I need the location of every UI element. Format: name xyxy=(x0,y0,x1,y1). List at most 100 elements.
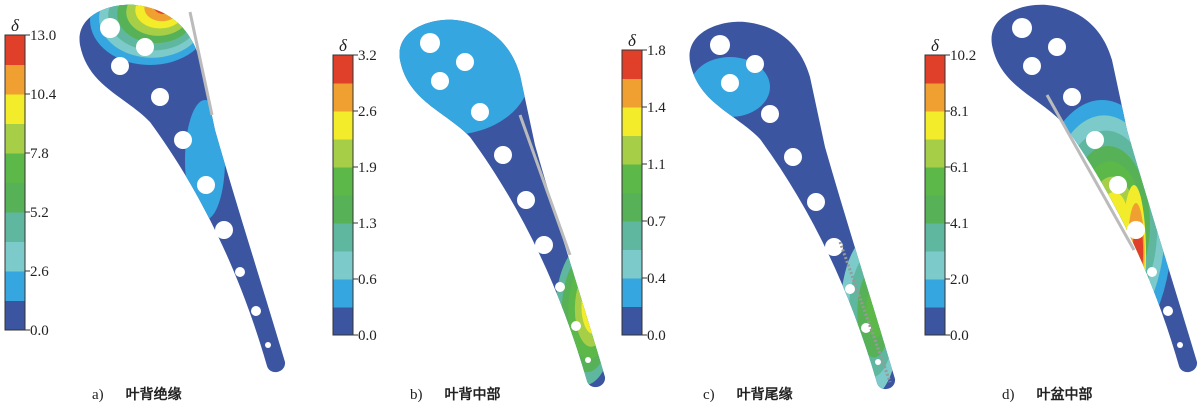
cooling-hole xyxy=(746,55,764,73)
colorbar-band xyxy=(622,107,642,136)
colorbar-tick-label: 10.4 xyxy=(30,87,57,103)
colorbar-tick-label: 0.4 xyxy=(647,271,666,287)
colorbar-band xyxy=(925,307,945,336)
cooling-hole xyxy=(1086,131,1104,149)
colorbar-band xyxy=(622,249,642,279)
colorbar-tick-label: 1.3 xyxy=(358,216,377,232)
colorbar-tick-label: 0.0 xyxy=(950,328,969,344)
colorbar-band xyxy=(622,306,642,336)
cooling-hole xyxy=(861,323,871,333)
colorbar-band xyxy=(333,279,353,308)
colorbar-symbol: δ xyxy=(628,31,637,50)
colorbar-band xyxy=(622,221,642,250)
cooling-hole xyxy=(265,342,271,348)
colorbar-band xyxy=(333,111,353,140)
blade xyxy=(79,4,286,373)
colorbar-band xyxy=(925,139,945,168)
colorbar-band xyxy=(622,278,642,307)
colorbar-band xyxy=(622,50,642,79)
colorbar-band xyxy=(925,111,945,140)
panel-title: 叶背中部 xyxy=(444,387,501,403)
colorbar-band xyxy=(333,55,353,84)
cooling-hole xyxy=(136,38,154,56)
colorbar-band xyxy=(925,279,945,308)
insulation-layer xyxy=(838,241,892,383)
panel-label: c) xyxy=(703,387,715,403)
cooling-hole xyxy=(494,146,512,164)
cooling-hole xyxy=(875,359,881,365)
panel-label: b) xyxy=(410,387,423,403)
cooling-hole xyxy=(555,282,565,292)
colorbar-band xyxy=(5,35,25,65)
insulation-layer xyxy=(188,11,214,116)
colorbar-frame xyxy=(621,49,643,336)
colorbar-band xyxy=(333,223,353,252)
panel-a: 0.0 2.6 5.2 7.8 10.4 13.0 δ xyxy=(4,4,286,373)
cooling-hole xyxy=(471,103,489,121)
cooling-hole xyxy=(111,57,129,75)
colorbar-band xyxy=(333,195,353,224)
colorbar: 0.0 0.6 1.3 1.9 2.6 3.2 δ xyxy=(332,36,377,344)
colorbar-symbol: δ xyxy=(931,36,940,55)
insulation-layer xyxy=(518,114,572,256)
cooling-hole xyxy=(420,33,440,53)
colorbar-tick-label: 2.6 xyxy=(358,104,377,120)
colorbar-band xyxy=(622,78,642,108)
colorbar-tick-label: 1.1 xyxy=(647,157,666,173)
colorbar-tick-label: 0.7 xyxy=(647,214,666,230)
colorbar-tick-label: 2.0 xyxy=(950,272,969,288)
colorbar-tick-label: 1.9 xyxy=(358,160,377,176)
cooling-hole xyxy=(571,321,581,331)
contour-patch xyxy=(574,271,606,347)
blade-body xyxy=(991,4,1198,373)
colorbar-symbol: δ xyxy=(339,36,348,55)
cooling-hole xyxy=(784,148,802,166)
colorbar-band xyxy=(925,55,945,84)
cooling-hole xyxy=(456,53,474,71)
cooling-hole xyxy=(825,238,843,256)
cooling-hole xyxy=(1127,221,1145,239)
cooling-hole xyxy=(807,193,825,211)
colorbar-tick-label: 10.2 xyxy=(950,48,976,64)
colorbar-tick-label: 1.8 xyxy=(647,43,666,59)
cooling-hole xyxy=(1147,267,1157,277)
colorbar-band xyxy=(925,167,945,196)
contour-patch xyxy=(588,288,602,322)
colorbar-frame xyxy=(4,34,26,331)
colorbar: 0.0 2.0 4.1 6.1 8.1 10.2 δ xyxy=(924,36,976,344)
colorbar-tick-label: 0.6 xyxy=(358,272,377,288)
colorbar-tick-label: 1.4 xyxy=(647,100,666,116)
colorbar-band xyxy=(925,83,945,112)
caption-d: d) 叶盆中部 xyxy=(1002,384,1093,404)
colorbar-tick-label: 7.8 xyxy=(30,146,49,162)
contour-patch xyxy=(185,100,225,220)
colorbar-band xyxy=(925,195,945,224)
colorbar-band xyxy=(5,300,25,331)
cooling-hole xyxy=(1163,306,1173,316)
colorbar-band xyxy=(925,223,945,252)
insulation-layer xyxy=(1045,94,1136,251)
caption-a: a) 叶背绝缘 xyxy=(92,384,182,404)
cooling-hole xyxy=(431,72,449,90)
colorbar-band xyxy=(333,251,353,280)
cooling-hole xyxy=(517,191,535,209)
colorbar-band xyxy=(333,139,353,168)
cooling-hole xyxy=(1109,176,1127,194)
cooling-hole xyxy=(710,35,730,55)
colorbar-frame xyxy=(332,54,354,336)
panel-label: a) xyxy=(92,387,104,403)
cooling-hole xyxy=(235,267,245,277)
cooling-hole xyxy=(535,236,553,254)
cooling-hole xyxy=(1063,88,1081,106)
colorbar-tick-label: 8.1 xyxy=(950,104,969,120)
panel-c: 0.0 0.4 0.7 1.1 1.4 1.8 δ xyxy=(621,21,896,390)
colorbar-band xyxy=(5,153,25,183)
cooling-hole xyxy=(100,18,120,38)
colorbar-tick-label: 4.1 xyxy=(950,216,969,232)
colorbar-frame xyxy=(924,54,946,336)
cooling-hole xyxy=(174,131,192,149)
blade xyxy=(399,19,606,388)
blade-body xyxy=(79,4,286,373)
